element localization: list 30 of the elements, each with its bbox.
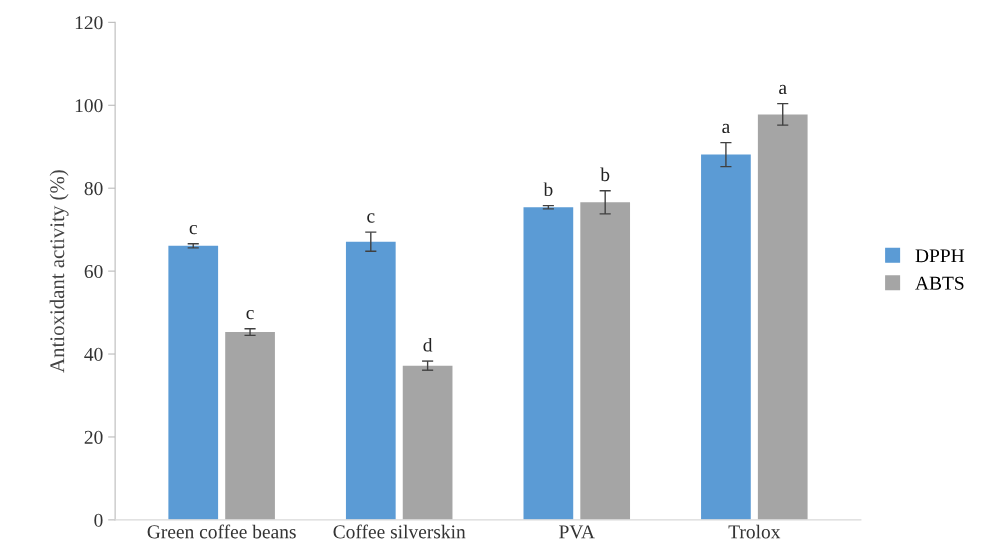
y-tick-label: 0 bbox=[94, 513, 103, 527]
annotation: a bbox=[722, 123, 730, 134]
bar bbox=[757, 114, 808, 520]
y-tick-label: 120 bbox=[75, 16, 103, 30]
bar bbox=[701, 154, 751, 520]
x-tick-label: PVA bbox=[559, 525, 595, 539]
bar bbox=[225, 332, 275, 520]
bar bbox=[345, 241, 396, 520]
y-tick-label: 20 bbox=[84, 430, 103, 444]
y-tick-label: 80 bbox=[84, 182, 103, 196]
annotation: d bbox=[423, 337, 433, 352]
y-axis-title: Antioxidant activity (%) bbox=[49, 170, 69, 373]
annotation: b bbox=[543, 182, 553, 197]
bar bbox=[580, 202, 631, 520]
annotation: a bbox=[779, 84, 787, 95]
y-tick-label: 40 bbox=[84, 347, 103, 361]
annotation: c bbox=[189, 224, 197, 235]
bar bbox=[402, 365, 453, 520]
annotation: b bbox=[600, 167, 610, 182]
x-tick-label: Trolox bbox=[728, 524, 781, 539]
x-tick-label: Coffee silverskin bbox=[333, 524, 466, 539]
legend-label: DPPH bbox=[915, 249, 965, 263]
bar bbox=[523, 207, 574, 520]
annotation: c bbox=[246, 309, 254, 320]
y-tick-label: 60 bbox=[84, 264, 103, 279]
y-tick-label: 100 bbox=[75, 99, 103, 113]
x-tick-label: Green coffee beans bbox=[147, 524, 296, 539]
bar bbox=[168, 245, 219, 520]
legend-label: ABTS bbox=[915, 276, 964, 290]
annotation: c bbox=[367, 213, 375, 223]
